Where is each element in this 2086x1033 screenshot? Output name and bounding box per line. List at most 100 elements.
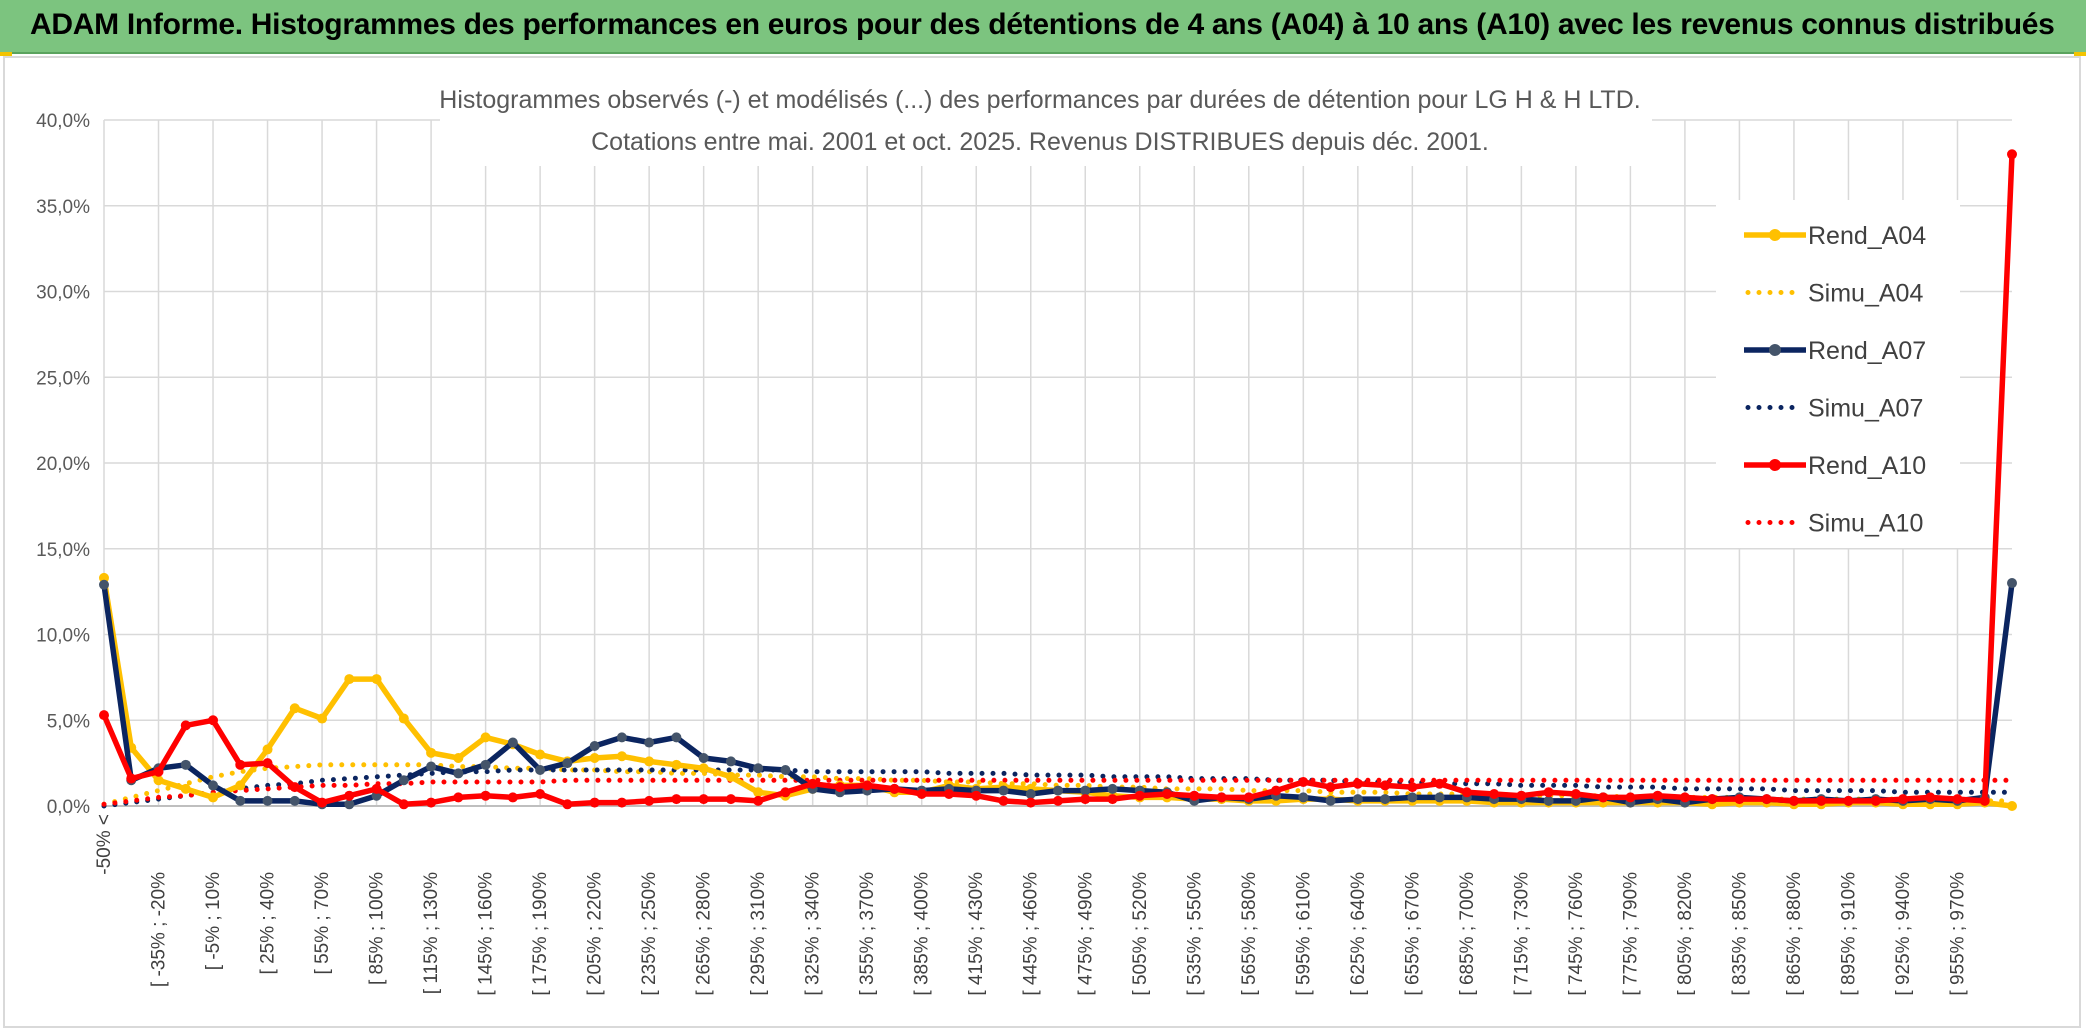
corner-accent-left [0, 52, 12, 56]
legend: Rend_A04 Simu_A04 Rend_A07 Simu_A07 Rend_A10… [1716, 200, 1960, 548]
series-rend-a10-point [1897, 794, 1908, 805]
series-rend-a10-point [698, 794, 709, 805]
x-tick-label: [ 505% ; 520% [1130, 872, 1151, 996]
series-rend-a10-point [535, 788, 546, 799]
series-rend-a07-point [262, 795, 273, 806]
series-rend-a10-point [644, 795, 655, 806]
series-rend-a07-point [616, 732, 627, 743]
series-rend-a10-point [807, 778, 818, 789]
series-rend-a10-point [1870, 795, 1881, 806]
x-tick-label: [ 775% ; 790% [1620, 872, 1641, 996]
series-rend-a07-point [753, 763, 764, 774]
series-rend-a10-point [1489, 788, 1500, 799]
legend-marker-rend-a10 [1769, 459, 1781, 471]
series-rend-a04-line [101, 575, 2015, 809]
series-rend-a10-point [671, 794, 682, 805]
series-rend-a10-point [1352, 778, 1363, 789]
legend-marker-rend-a07 [1769, 344, 1781, 356]
series-rend-a10-point [1189, 790, 1200, 801]
x-tick-label: [ 955% ; 970% [1947, 872, 1968, 996]
series-rend-a07-point [1407, 792, 1418, 803]
x-tick-label: -50% < [94, 814, 115, 875]
x-tick-label: [ -35% ; -20% [149, 872, 170, 987]
legend-label-simu-a07: Simu_A07 [1808, 395, 1923, 423]
series-rend-a10-point [99, 710, 109, 721]
series-rend-a07-point [1053, 785, 1063, 796]
x-tick-label: [ -5% ; 10% [203, 872, 224, 970]
series-rend-a10-point [507, 792, 518, 803]
series-rend-a07-point [344, 799, 355, 810]
x-tick-label: [ 265% ; 280% [694, 872, 715, 996]
y-tick-label: 30,0% [36, 283, 90, 304]
series-rend-a10-point [371, 783, 382, 794]
legend-marker-rend-a04 [1769, 229, 1781, 241]
series-rend-a04-point [262, 744, 273, 755]
series-rend-a07-point [1025, 788, 1036, 799]
series-rend-a10-point [589, 797, 600, 808]
series-rend-a07-point [589, 740, 600, 751]
x-tick-label: [ 445% ; 460% [1021, 872, 1042, 996]
x-tick-label: [ 835% ; 850% [1729, 872, 1750, 996]
series-rend-a10-point [1053, 795, 1063, 806]
x-tick-label: [ 715% ; 730% [1511, 872, 1532, 996]
y-tick-label: 40,0% [36, 111, 90, 132]
x-tick-label: [ 355% ; 370% [857, 872, 878, 996]
series-rend-a10-point [916, 788, 927, 799]
series-rend-a07-point [1380, 794, 1391, 805]
y-axis-ticks: 0,0% 5,0% 10,0% 15,0% 20,0% 25,0% 30,0% 35,0% 40… [36, 111, 90, 818]
y-tick-label: 20,0% [36, 454, 90, 475]
series-simu-a10-line [101, 777, 2015, 807]
x-axis-ticks: -50% < [ -35% ; -20% [ -5% ; 10% [ 25% ; 40… [94, 814, 1968, 996]
x-tick-label: [ 595% ; 610% [1293, 872, 1314, 996]
series-rend-a04-point [616, 751, 627, 762]
series-rend-a10-point [1380, 780, 1391, 791]
series-rend-a04-point [753, 787, 764, 798]
series-rend-a04-point [344, 674, 355, 685]
series-rend-a04-point [398, 713, 409, 724]
page-title: ADAM Informe. Histogrammes des performan… [30, 8, 2055, 41]
series-rend-a10-point [480, 790, 491, 801]
x-tick-label: [ 385% ; 400% [912, 872, 933, 996]
series-rend-a04-point [153, 775, 164, 786]
x-tick-label: [ 235% ; 250% [639, 872, 660, 996]
series-rend-a10-point [1707, 794, 1718, 805]
y-tick-label: 0,0% [47, 797, 90, 818]
chart-subtitle: Cotations entre mai. 2001 et oct. 2025. … [591, 128, 1489, 156]
series-rend-a04-point [671, 759, 682, 770]
x-tick-label: [ 745% ; 760% [1566, 872, 1587, 996]
series-rend-a10-point [1434, 778, 1445, 789]
series-rend-a10-point [2007, 149, 2017, 160]
x-tick-label: [ 565% ; 580% [1239, 872, 1260, 996]
x-tick-label: [ 85% ; 100% [367, 872, 388, 985]
series-rend-a10-point [1925, 792, 1936, 803]
series-rend-a10-point [208, 715, 219, 726]
series-rend-a07-point [1080, 785, 1091, 796]
series-rend-a04-point [2007, 801, 2017, 811]
series-rend-a07-point [507, 737, 518, 748]
x-tick-label: [ 325% ; 340% [803, 872, 824, 996]
legend-label-rend-a04: Rend_A04 [1808, 222, 1926, 250]
series-rend-a07-point [1352, 794, 1363, 805]
series-rend-a10-point [834, 782, 845, 793]
series-rend-a10-point [344, 790, 355, 801]
series-rend-a10-point [998, 795, 1009, 806]
series-rend-a07-point [235, 795, 246, 806]
series-rend-a04-point [99, 572, 109, 583]
x-tick-label: [ 805% ; 820% [1675, 872, 1696, 996]
series-rend-a07-point [99, 579, 109, 590]
series-rend-a10-point [971, 790, 982, 801]
series-rend-a10-point [1162, 788, 1173, 799]
x-tick-label: [ 625% ; 640% [1348, 872, 1369, 996]
series-rend-a07-point [398, 775, 409, 786]
y-tick-label: 35,0% [36, 197, 90, 218]
legend-label-rend-a10: Rend_A10 [1808, 452, 1926, 480]
series-rend-a07-point [1298, 792, 1309, 803]
series-rend-a10-point [235, 759, 246, 770]
series-rend-a10-point [1761, 794, 1772, 805]
series-rend-a07-point [426, 761, 437, 772]
series-rend-a10-point [1843, 795, 1854, 806]
series-rend-a10-point [1134, 790, 1145, 801]
series-rend-a10-point [262, 758, 273, 769]
series-rend-a04-point [180, 783, 191, 794]
